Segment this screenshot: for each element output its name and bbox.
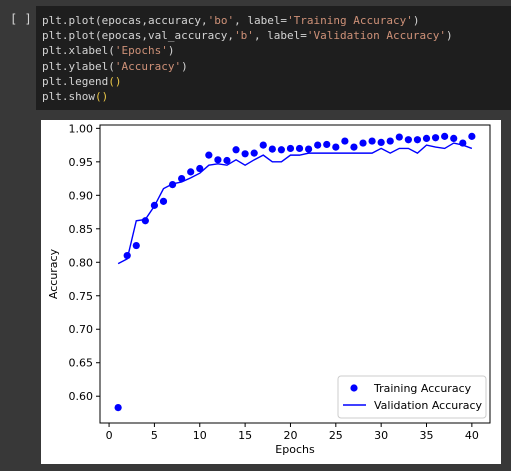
training-accuracy-point — [468, 132, 476, 140]
training-accuracy-point — [214, 156, 222, 164]
code-token: , label= — [253, 29, 307, 43]
accuracy-chart: 0 5 10 15 20 25 30 35 40 0.60 0.65 0.70 0.75 0.80 0.85… — [47, 122, 491, 456]
training-accuracy-point — [395, 133, 403, 141]
cell-output: 0 5 10 15 20 25 30 35 40 0.60 0.65 0.70 0.75 0.80 0.85… — [41, 120, 501, 464]
training-accuracy-point — [332, 143, 340, 151]
y-tick-label: 0.85 — [69, 223, 94, 236]
legend-label-training: Training Accuracy — [373, 382, 472, 395]
code-token: ) — [181, 59, 188, 73]
code-string-token: 'b' — [234, 29, 254, 43]
training-accuracy-point — [323, 140, 331, 149]
training-accuracy-point — [268, 145, 276, 153]
training-accuracy-point — [377, 138, 385, 147]
x-tick-label: 10 — [193, 429, 207, 442]
y-axis-label: Accuracy — [47, 248, 60, 299]
code-token: plt.ylabel( — [42, 59, 115, 73]
code-line: plt.plot(epocas,accuracy,'bo', label='Tr… — [42, 13, 453, 28]
y-tick-label: 0.60 — [69, 390, 94, 403]
training-accuracy-point — [431, 134, 440, 142]
training-accuracy-point — [241, 150, 249, 158]
training-accuracy-point — [159, 197, 168, 205]
training-accuracy-point — [196, 164, 204, 173]
x-tick-label: 20 — [283, 429, 297, 442]
y-tick-label: 0.80 — [69, 256, 94, 269]
code-string-token: 'Validation Accuracy' — [306, 29, 446, 43]
training-accuracy-point — [422, 134, 431, 142]
training-accuracy-point — [178, 174, 186, 183]
code-string-token: 'Training Accuracy' — [287, 14, 413, 27]
code-line: plt.plot(epocas,val_accuracy,'b', label=… — [42, 28, 453, 43]
legend-label-validation: Validation Accuracy — [374, 399, 483, 412]
training-accuracy-point — [132, 241, 140, 250]
code-token: plt.plot(epocas,accuracy, — [42, 14, 208, 27]
training-accuracy-point — [223, 156, 231, 165]
code-string-token: 'Epochs' — [114, 44, 168, 58]
training-accuracy-point — [250, 149, 258, 157]
training-accuracy-point — [450, 134, 458, 142]
legend-marker-training — [350, 384, 358, 392]
code-lines[interactable]: plt.plot(epocas,accuracy,'bo', label='Tr… — [42, 13, 453, 104]
code-line: plt.ylabel('Accuracy') — [42, 59, 453, 74]
cell-run-indicator[interactable]: [ ] — [10, 12, 32, 26]
training-accuracy-point — [295, 144, 304, 153]
y-tick-label: 1.00 — [69, 122, 94, 135]
training-accuracy-point — [368, 137, 376, 145]
training-accuracy-point — [150, 201, 159, 209]
x-tick-label: 30 — [374, 429, 388, 442]
training-accuracy-point — [386, 137, 394, 145]
x-tick-label: 15 — [238, 429, 252, 442]
x-tick-label: 40 — [465, 429, 479, 442]
x-tick-label: 5 — [151, 429, 158, 442]
x-tick-label: 0 — [106, 429, 113, 442]
code-token: plt.plot(epocas,val_accuracy, — [42, 29, 235, 43]
x-tick-label: 25 — [329, 429, 343, 442]
training-accuracy-point — [305, 145, 313, 153]
code-token: , label= — [234, 14, 288, 27]
training-accuracy-point — [459, 139, 467, 147]
plot-frame — [99, 124, 491, 424]
y-tick-label: 0.65 — [69, 357, 94, 370]
code-token: () — [94, 89, 109, 103]
training-accuracy-point — [314, 141, 322, 149]
training-accuracy-point — [187, 168, 195, 176]
y-tick-label: 0.95 — [69, 156, 94, 169]
training-accuracy-point — [359, 139, 367, 147]
code-line: plt.show() — [42, 89, 453, 104]
training-accuracy-point — [232, 146, 240, 154]
training-accuracy-point — [404, 136, 412, 144]
training-accuracy-point — [341, 137, 349, 145]
code-token: plt.xlabel( — [42, 44, 115, 58]
training-accuracy-point — [277, 146, 285, 154]
training-accuracy-point — [168, 181, 177, 189]
code-token: ) — [412, 14, 420, 27]
code-token: plt.show — [42, 89, 95, 103]
y-tick-label: 0.70 — [69, 323, 94, 336]
x-tick-label: 35 — [420, 429, 434, 442]
training-accuracy-point — [441, 132, 449, 140]
code-line: plt.legend() — [42, 74, 453, 89]
y-tick-label: 0.90 — [69, 189, 94, 202]
legend-box — [337, 375, 487, 419]
y-tick-label: 0.75 — [69, 290, 94, 303]
training-accuracy-point — [123, 251, 131, 260]
x-axis-label: Epochs — [275, 443, 315, 456]
training-accuracy-point — [114, 403, 122, 412]
code-string-token: 'Accuracy' — [114, 59, 182, 73]
code-string-token: 'bo' — [207, 14, 235, 27]
training-accuracy-point — [413, 136, 422, 144]
training-accuracy-point — [205, 151, 213, 159]
training-accuracy-point — [350, 143, 358, 151]
code-line: plt.xlabel('Epochs') — [42, 43, 453, 58]
training-accuracy-point — [259, 141, 267, 149]
code-token: () — [108, 74, 122, 88]
training-accuracy-point — [286, 144, 295, 153]
code-token: plt.legend — [42, 74, 109, 88]
validation-accuracy-line — [117, 142, 473, 265]
code-token: ) — [167, 44, 175, 58]
code-editor[interactable]: plt.plot(epocas,accuracy,'bo', label='Tr… — [36, 6, 511, 110]
code-token: ) — [446, 29, 453, 43]
training-accuracy-point — [141, 217, 149, 225]
